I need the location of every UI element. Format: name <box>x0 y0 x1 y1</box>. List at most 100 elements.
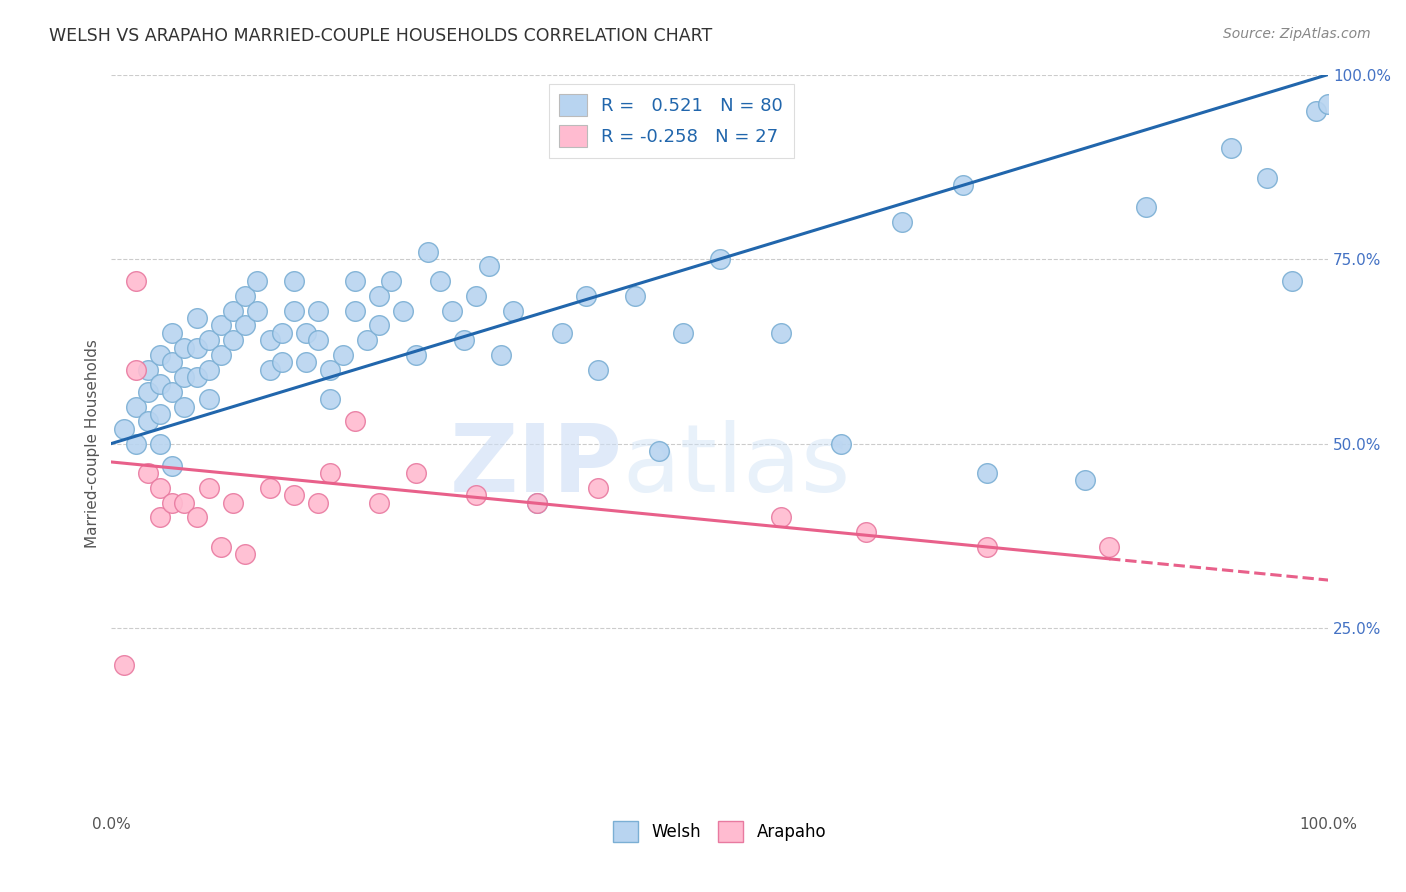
Point <box>233 547 256 561</box>
Point <box>489 348 512 362</box>
Point <box>186 370 208 384</box>
Point <box>125 362 148 376</box>
Point <box>380 274 402 288</box>
Point <box>1135 200 1157 214</box>
Point <box>222 333 245 347</box>
Point <box>209 540 232 554</box>
Point <box>246 303 269 318</box>
Point <box>270 355 292 369</box>
Point <box>162 326 184 340</box>
Point <box>550 326 572 340</box>
Point <box>295 355 318 369</box>
Point <box>149 481 172 495</box>
Point <box>173 400 195 414</box>
Point <box>319 466 342 480</box>
Point <box>478 260 501 274</box>
Point <box>197 362 219 376</box>
Point <box>465 488 488 502</box>
Point <box>392 303 415 318</box>
Legend: R =   0.521   N = 80, R = -0.258   N = 27: R = 0.521 N = 80, R = -0.258 N = 27 <box>548 84 793 158</box>
Point <box>136 414 159 428</box>
Text: atlas: atlas <box>623 419 851 512</box>
Point <box>112 657 135 672</box>
Point <box>976 466 998 480</box>
Point <box>368 495 391 509</box>
Point <box>270 326 292 340</box>
Point <box>368 289 391 303</box>
Point <box>307 495 329 509</box>
Point <box>197 481 219 495</box>
Point <box>112 422 135 436</box>
Point <box>283 303 305 318</box>
Point <box>623 289 645 303</box>
Text: ZIP: ZIP <box>450 419 623 512</box>
Point <box>162 384 184 399</box>
Point <box>332 348 354 362</box>
Point <box>307 303 329 318</box>
Text: WELSH VS ARAPAHO MARRIED-COUPLE HOUSEHOLDS CORRELATION CHART: WELSH VS ARAPAHO MARRIED-COUPLE HOUSEHOL… <box>49 27 713 45</box>
Point <box>149 436 172 450</box>
Point <box>162 355 184 369</box>
Point <box>1219 141 1241 155</box>
Point <box>209 318 232 333</box>
Point <box>162 458 184 473</box>
Point <box>1256 170 1278 185</box>
Point <box>136 466 159 480</box>
Point <box>976 540 998 554</box>
Point <box>149 510 172 524</box>
Point <box>429 274 451 288</box>
Point <box>830 436 852 450</box>
Point <box>173 495 195 509</box>
Point <box>295 326 318 340</box>
Point <box>891 215 914 229</box>
Point <box>368 318 391 333</box>
Point <box>197 333 219 347</box>
Point <box>283 488 305 502</box>
Point <box>343 274 366 288</box>
Point <box>246 274 269 288</box>
Point <box>343 303 366 318</box>
Point <box>441 303 464 318</box>
Point <box>319 392 342 407</box>
Point <box>173 370 195 384</box>
Point <box>416 244 439 259</box>
Point <box>233 318 256 333</box>
Point <box>343 414 366 428</box>
Point <box>162 495 184 509</box>
Point <box>453 333 475 347</box>
Point <box>209 348 232 362</box>
Point <box>319 362 342 376</box>
Text: Source: ZipAtlas.com: Source: ZipAtlas.com <box>1223 27 1371 41</box>
Point <box>586 481 609 495</box>
Point <box>283 274 305 288</box>
Point <box>186 341 208 355</box>
Point <box>1098 540 1121 554</box>
Point <box>186 311 208 326</box>
Point <box>526 495 548 509</box>
Point <box>307 333 329 347</box>
Point <box>769 510 792 524</box>
Point <box>125 400 148 414</box>
Point <box>405 348 427 362</box>
Point <box>855 525 877 540</box>
Point <box>233 289 256 303</box>
Point <box>648 444 671 458</box>
Point <box>1074 474 1097 488</box>
Point <box>149 407 172 421</box>
Point <box>1305 104 1327 119</box>
Point <box>356 333 378 347</box>
Point <box>405 466 427 480</box>
Point <box>586 362 609 376</box>
Y-axis label: Married-couple Households: Married-couple Households <box>86 339 100 548</box>
Point <box>259 333 281 347</box>
Point <box>1317 97 1340 112</box>
Point <box>672 326 695 340</box>
Point <box>952 178 974 193</box>
Point <box>136 384 159 399</box>
Point <box>197 392 219 407</box>
Point <box>136 362 159 376</box>
Point <box>526 495 548 509</box>
Point <box>1281 274 1303 288</box>
Point <box>186 510 208 524</box>
Point <box>575 289 598 303</box>
